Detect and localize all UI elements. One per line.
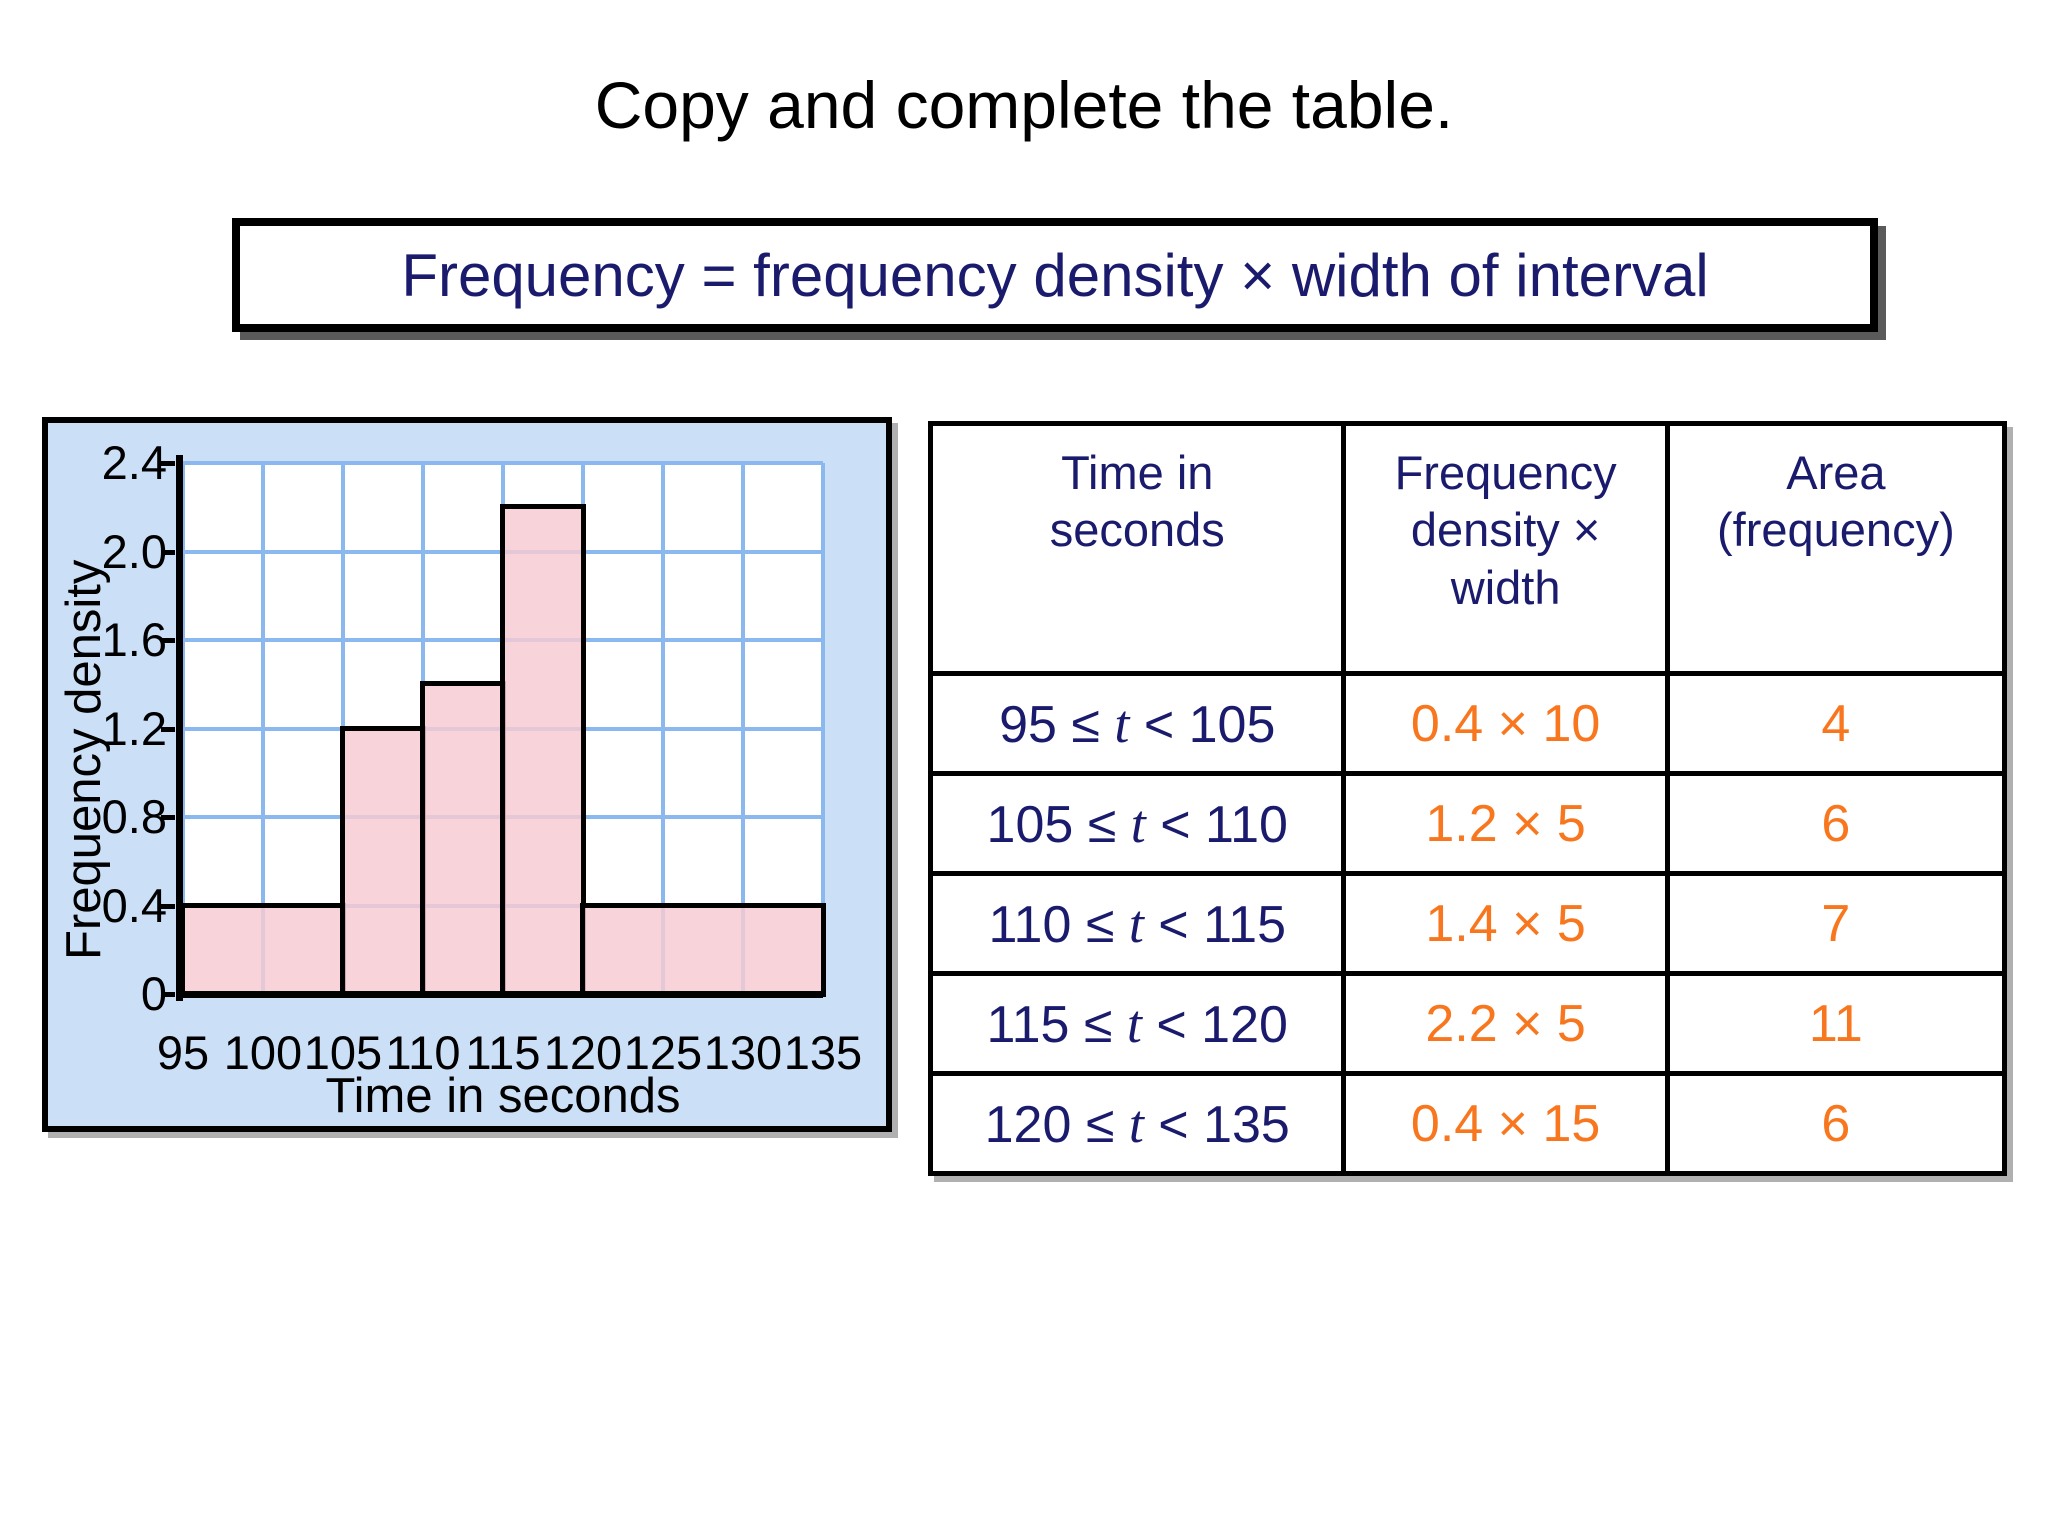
area-frequency-cell: 4 <box>1664 671 2008 776</box>
grid-line-horizontal <box>183 461 823 465</box>
area-frequency-cell: 7 <box>1664 871 2008 976</box>
y-tick-label: 2.4 <box>101 436 167 489</box>
y-tick-label: 1.2 <box>101 701 167 755</box>
y-tick-label: 0.4 <box>101 878 167 932</box>
interval-variable: t <box>1128 893 1144 954</box>
interval-variable: t <box>1130 793 1146 854</box>
y-axis-title: Frequency density <box>57 559 111 961</box>
time-interval-cell: 120 ≤ t < 135 <box>927 1071 1347 1176</box>
interval-lower: 115 ≤ <box>986 995 1127 1054</box>
y-tick-label: 0 <box>140 967 167 1020</box>
table-row: 115 ≤ t < 120 2.2 × 5 11 <box>927 971 2008 1076</box>
table-row: 110 ≤ t < 115 1.4 × 5 7 <box>927 871 2008 976</box>
histogram-bar <box>580 902 826 997</box>
header-time-in-seconds: Time in seconds <box>927 421 1347 676</box>
y-tick-mark <box>161 638 175 643</box>
density-times-width-cell: 2.2 × 5 <box>1341 971 1670 1076</box>
histogram-bar <box>180 902 346 997</box>
interval-lower: 110 ≤ <box>988 895 1129 954</box>
histogram-panel: Frequency density Time in seconds 2.4 2.0… <box>42 417 892 1132</box>
y-tick-label: 2.0 <box>101 524 167 578</box>
table-row: 105 ≤ t < 110 1.2 × 5 6 <box>927 771 2008 876</box>
y-tick-mark <box>161 461 175 466</box>
y-tick-label: 1.6 <box>101 613 167 666</box>
interval-lower: 95 ≤ <box>999 695 1115 754</box>
density-times-width-cell: 0.4 × 10 <box>1341 671 1670 776</box>
table-header-row: Time in seconds Frequency density × widt… <box>927 421 2008 676</box>
time-interval-cell: 110 ≤ t < 115 <box>927 871 1347 976</box>
interval-variable: t <box>1114 693 1130 754</box>
histogram-bar <box>500 504 586 997</box>
y-tick-mark <box>161 726 175 732</box>
x-tick-label: 130 <box>703 1026 783 1079</box>
x-tick-label: 100 <box>223 1026 303 1079</box>
grid-line-vertical <box>821 463 825 994</box>
y-tick-mark <box>161 815 175 820</box>
interval-upper: < 115 <box>1143 895 1286 954</box>
y-tick-mark <box>161 549 175 555</box>
time-interval-cell: 115 ≤ t < 120 <box>927 971 1347 1076</box>
density-times-width-cell: 0.4 × 15 <box>1341 1071 1670 1176</box>
frequency-table: Time in seconds Frequency density × widt… <box>927 421 2008 1176</box>
area-frequency-cell: 6 <box>1664 771 2008 876</box>
x-tick-label: 105 <box>303 1026 383 1079</box>
x-axis-line <box>176 991 823 998</box>
time-interval-cell: 105 ≤ t < 110 <box>927 771 1347 876</box>
interval-upper: < 120 <box>1141 995 1288 1054</box>
y-tick-mark <box>161 903 175 909</box>
x-tick-label: 115 <box>465 1026 541 1079</box>
histogram-bar <box>420 681 506 997</box>
interval-upper: < 105 <box>1129 695 1276 754</box>
interval-variable: t <box>1128 1093 1144 1154</box>
x-axis-title: Time in seconds <box>325 1069 681 1123</box>
y-tick-mark <box>161 992 175 997</box>
interval-lower: 120 ≤ <box>984 1095 1129 1154</box>
y-axis-line <box>176 455 183 1001</box>
histogram-bar <box>340 725 426 997</box>
formula-box: Frequency = frequency density × width of… <box>232 218 1878 332</box>
table-row: 120 ≤ t < 135 0.4 × 15 6 <box>927 1071 2008 1176</box>
area-frequency-cell: 11 <box>1664 971 2008 1076</box>
interval-upper: < 135 <box>1143 1095 1290 1154</box>
y-tick-label: 0.8 <box>101 790 167 843</box>
formula-text: Frequency = frequency density × width of… <box>401 241 1709 309</box>
interval-variable: t <box>1126 993 1142 1054</box>
plot-area <box>176 455 826 1001</box>
area-frequency-cell: 6 <box>1664 1071 2008 1176</box>
x-tick-label: 95 <box>156 1026 210 1079</box>
header-frequency-density-width: Frequency density × width <box>1341 421 1670 676</box>
header-area-frequency: Area (frequency) <box>1664 421 2008 676</box>
page-title: Copy and complete the table. <box>594 68 1454 142</box>
density-times-width-cell: 1.4 × 5 <box>1341 871 1670 976</box>
x-tick-label: 125 <box>623 1026 703 1079</box>
density-times-width-cell: 1.2 × 5 <box>1341 771 1670 876</box>
table-row: 95 ≤ t < 105 0.4 × 10 4 <box>927 671 2008 776</box>
interval-upper: < 110 <box>1145 795 1288 854</box>
interval-lower: 105 ≤ <box>986 795 1131 854</box>
x-tick-label: 135 <box>783 1026 863 1079</box>
table-body: 95 ≤ t < 105 0.4 × 10 4 105 ≤ t < 110 1.… <box>927 671 2008 1176</box>
x-tick-label: 120 <box>543 1026 623 1079</box>
time-interval-cell: 95 ≤ t < 105 <box>927 671 1347 776</box>
x-tick-label: 110 <box>385 1026 461 1079</box>
